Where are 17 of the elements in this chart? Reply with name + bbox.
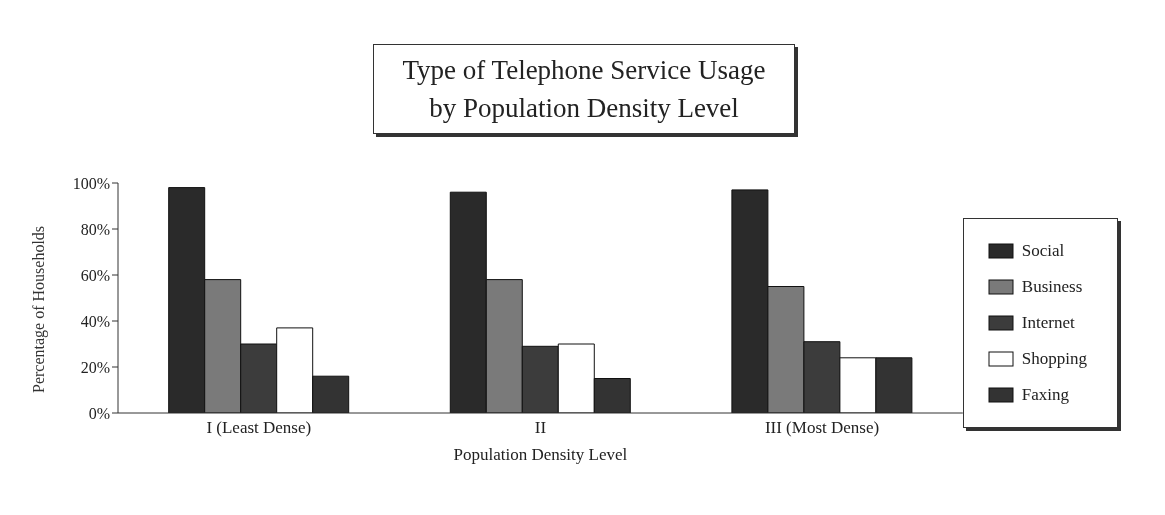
y-tick-label: 100%	[72, 174, 110, 192]
y-axis-title: Percentage of Households	[29, 225, 48, 393]
x-tick-label: III (Most Dense)	[764, 418, 880, 438]
x-axis-title: Population Density Level	[453, 445, 628, 464]
legend-label: Business	[1021, 276, 1083, 298]
legend-label: Faxing	[1021, 384, 1070, 406]
y-tick-label: 40%	[80, 312, 110, 330]
legend-label: Social	[1021, 240, 1065, 262]
y-tick-label: 0%	[88, 404, 110, 422]
y-tick-label: 60%	[80, 266, 110, 284]
legend-label: Shopping	[1021, 348, 1087, 370]
x-tick-label: I (Least Dense)	[206, 418, 312, 438]
chart-title: Type of Telephone Service Usage by Population Density Level	[401, 54, 767, 125]
y-tick-label: 20%	[80, 358, 110, 376]
x-tick-label: II	[534, 418, 547, 438]
legend-label: Internet	[1021, 312, 1075, 334]
y-tick-label: 80%	[80, 220, 110, 238]
